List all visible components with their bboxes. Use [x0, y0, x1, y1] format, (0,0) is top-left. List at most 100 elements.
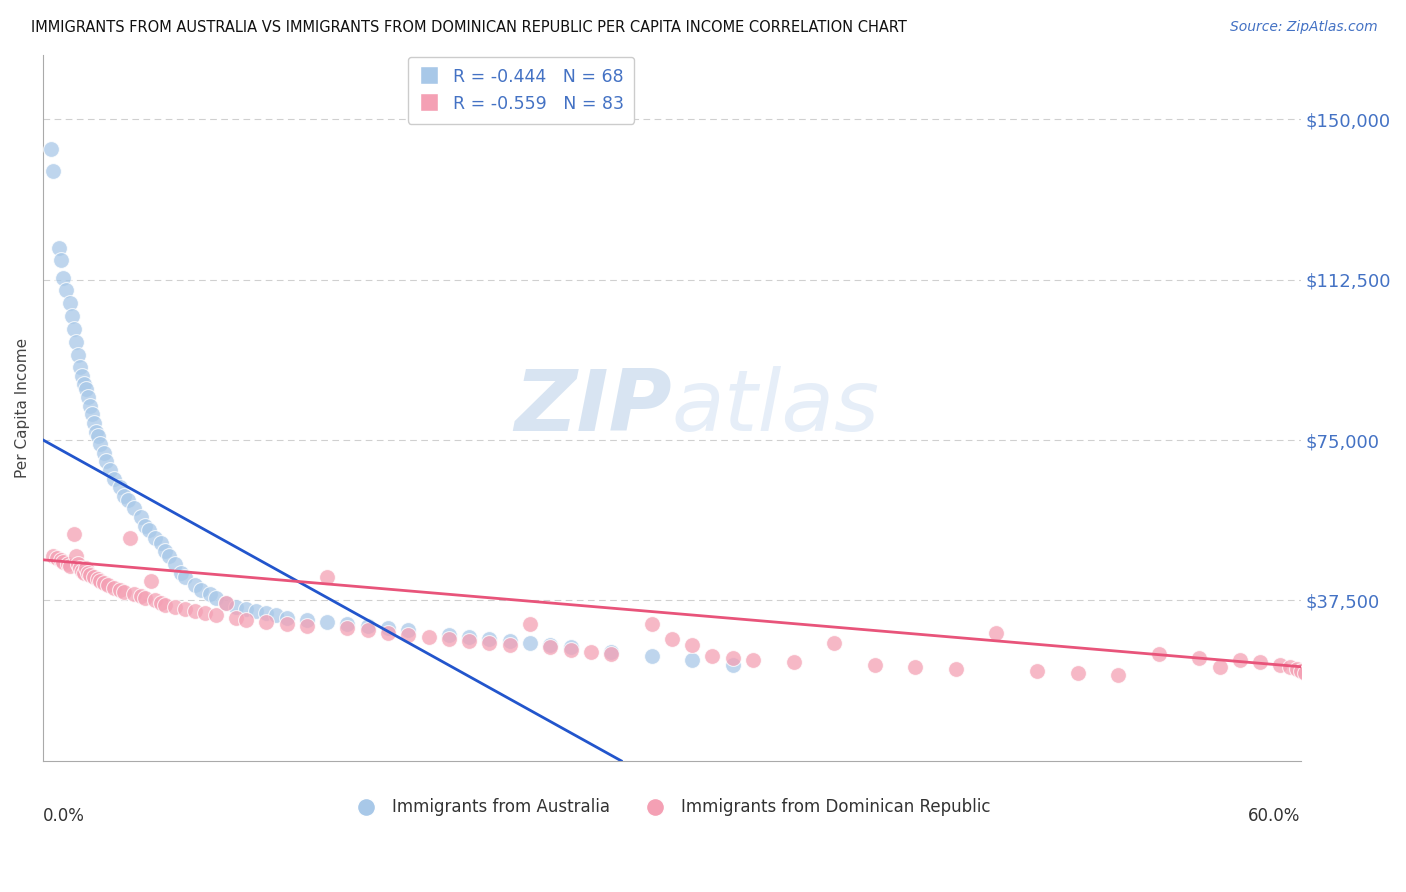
Point: [1026, 664, 1049, 678]
Point: [225, 610, 247, 624]
Point: [138, 523, 160, 537]
Point: [215, 596, 238, 610]
Point: [276, 617, 298, 632]
Point: [97, 578, 120, 592]
Point: [103, 581, 125, 595]
Point: [498, 638, 520, 652]
Point: [1208, 659, 1230, 673]
Point: [661, 632, 683, 646]
Point: [235, 613, 257, 627]
Point: [681, 653, 703, 667]
Point: [863, 657, 886, 672]
Point: [458, 634, 481, 648]
Point: [73, 377, 96, 392]
Point: [170, 566, 193, 580]
Point: [56, 557, 79, 571]
Point: [295, 613, 318, 627]
Legend: Immigrants from Australia, Immigrants from Dominican Republic: Immigrants from Australia, Immigrants fr…: [346, 792, 997, 823]
Point: [357, 624, 380, 638]
Point: [149, 535, 172, 549]
Point: [83, 416, 105, 430]
Point: [396, 624, 419, 638]
Point: [163, 557, 186, 571]
Point: [198, 587, 221, 601]
Point: [76, 566, 98, 580]
Point: [1107, 668, 1129, 682]
Point: [1188, 651, 1211, 665]
Point: [336, 621, 359, 635]
Point: [418, 630, 440, 644]
Point: [437, 632, 460, 646]
Point: [519, 617, 541, 632]
Point: [42, 549, 65, 563]
Point: [204, 608, 226, 623]
Point: [174, 602, 197, 616]
Point: [112, 489, 135, 503]
Point: [640, 617, 662, 632]
Point: [600, 645, 623, 659]
Point: [66, 347, 89, 361]
Point: [519, 636, 541, 650]
Point: [184, 578, 207, 592]
Point: [93, 576, 115, 591]
Point: [498, 634, 520, 648]
Point: [1066, 666, 1088, 681]
Point: [782, 656, 804, 670]
Point: [1294, 666, 1316, 681]
Point: [89, 574, 111, 589]
Point: [117, 492, 139, 507]
Point: [579, 645, 602, 659]
Point: [98, 463, 121, 477]
Point: [276, 610, 298, 624]
Point: [79, 399, 101, 413]
Text: atlas: atlas: [672, 367, 880, 450]
Point: [51, 553, 73, 567]
Point: [129, 510, 152, 524]
Point: [80, 408, 103, 422]
Point: [143, 593, 166, 607]
Point: [87, 572, 110, 586]
Point: [110, 582, 132, 597]
Point: [458, 630, 481, 644]
Point: [702, 648, 724, 663]
Point: [1270, 657, 1292, 672]
Point: [377, 625, 399, 640]
Point: [75, 561, 97, 575]
Point: [134, 518, 156, 533]
Point: [103, 471, 125, 485]
Point: [65, 334, 87, 349]
Point: [254, 607, 277, 621]
Text: 60.0%: 60.0%: [1249, 806, 1301, 825]
Point: [84, 425, 107, 439]
Point: [1147, 647, 1170, 661]
Point: [600, 647, 623, 661]
Point: [1285, 662, 1308, 676]
Point: [120, 532, 142, 546]
Point: [143, 532, 166, 546]
Point: [560, 642, 582, 657]
Point: [357, 619, 380, 633]
Point: [79, 567, 101, 582]
Point: [93, 446, 115, 460]
Point: [46, 550, 69, 565]
Point: [39, 142, 62, 156]
Point: [89, 437, 111, 451]
Point: [73, 566, 96, 580]
Point: [70, 564, 93, 578]
Point: [823, 636, 845, 650]
Point: [55, 284, 77, 298]
Point: [681, 638, 703, 652]
Point: [62, 322, 84, 336]
Point: [1229, 653, 1251, 667]
Point: [184, 604, 207, 618]
Point: [245, 604, 267, 618]
Point: [83, 570, 105, 584]
Point: [904, 659, 927, 673]
Point: [640, 648, 662, 663]
Point: [62, 527, 84, 541]
Point: [66, 557, 89, 571]
Text: ZIP: ZIP: [515, 367, 672, 450]
Point: [235, 602, 257, 616]
Point: [396, 628, 419, 642]
Point: [437, 628, 460, 642]
